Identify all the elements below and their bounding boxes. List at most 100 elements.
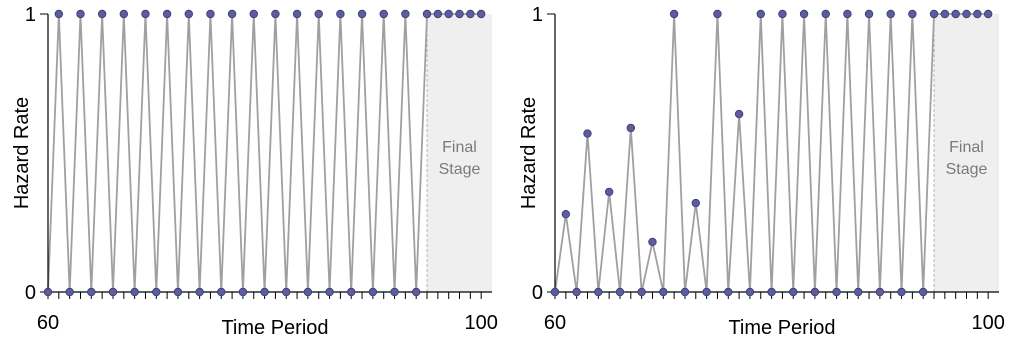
data-point bbox=[368, 287, 378, 297]
y-tick-label: 0 bbox=[532, 282, 543, 304]
data-point bbox=[119, 9, 129, 19]
data-point bbox=[897, 287, 906, 297]
data-point bbox=[97, 9, 107, 19]
data-point bbox=[54, 9, 64, 19]
data-point bbox=[476, 9, 486, 19]
data-point bbox=[929, 9, 939, 19]
data-point bbox=[810, 287, 820, 297]
data-point bbox=[184, 9, 193, 19]
data-point bbox=[691, 198, 700, 208]
data-point bbox=[745, 287, 755, 297]
data-point bbox=[249, 9, 258, 19]
series-line bbox=[47, 13, 482, 293]
hazard-chart-right: Final Stage 0 1 60 100 Time Period Hazard Rate bbox=[518, 4, 1005, 339]
data-point bbox=[951, 9, 960, 19]
x-axis-label: Time Period bbox=[221, 317, 328, 339]
data-point bbox=[550, 287, 560, 297]
y-axis-label: Hazard Rate bbox=[11, 97, 33, 209]
data-point bbox=[583, 129, 592, 138]
data-point bbox=[767, 287, 776, 297]
data-point bbox=[466, 9, 475, 19]
data-point bbox=[561, 209, 571, 219]
data-point bbox=[130, 287, 139, 297]
data-point bbox=[713, 9, 722, 19]
data-point bbox=[379, 9, 388, 19]
x-tick-label: 100 bbox=[464, 312, 497, 334]
final-stage-region bbox=[427, 14, 492, 292]
data-point bbox=[401, 9, 410, 19]
data-point bbox=[282, 287, 291, 297]
data-point bbox=[756, 9, 765, 19]
y-tick-label: 1 bbox=[532, 4, 543, 26]
data-point bbox=[238, 287, 248, 297]
data-point bbox=[411, 287, 421, 297]
data-point bbox=[76, 9, 85, 19]
x-tick-label: 60 bbox=[37, 312, 59, 334]
data-point bbox=[864, 9, 874, 19]
data-point bbox=[615, 287, 625, 297]
data-point bbox=[648, 237, 657, 247]
data-point bbox=[799, 9, 809, 19]
data-point bbox=[940, 9, 950, 19]
data-point bbox=[789, 287, 798, 297]
data-point bbox=[206, 9, 215, 19]
data-point bbox=[854, 287, 863, 297]
y-axis-label: Hazard Rate bbox=[518, 97, 540, 209]
data-point bbox=[444, 9, 453, 19]
data-point bbox=[162, 9, 172, 19]
data-point bbox=[659, 287, 668, 297]
data-point bbox=[195, 287, 204, 297]
data-point bbox=[43, 287, 53, 297]
data-point bbox=[152, 287, 161, 297]
data-point bbox=[983, 9, 993, 19]
x-tick-label: 100 bbox=[971, 312, 1004, 334]
data-point bbox=[886, 9, 895, 19]
data-point bbox=[87, 287, 96, 297]
data-point bbox=[908, 9, 917, 19]
data-point bbox=[260, 287, 269, 297]
data-point bbox=[314, 9, 323, 19]
data-point bbox=[217, 287, 226, 297]
data-point bbox=[141, 9, 150, 19]
data-point bbox=[594, 287, 603, 297]
y-tick-label: 1 bbox=[25, 4, 36, 26]
data-point bbox=[778, 9, 787, 19]
data-point bbox=[680, 287, 690, 297]
final-stage-label: Final bbox=[949, 139, 984, 156]
data-point bbox=[292, 9, 302, 19]
x-axis-label: Time Period bbox=[728, 317, 835, 339]
data-point bbox=[637, 287, 646, 297]
y-tick-label: 0 bbox=[25, 282, 36, 304]
hazard-chart-left: Final Stage 0 1 60 100 Time Period Hazard Rate bbox=[11, 4, 498, 339]
series-line bbox=[554, 13, 989, 293]
data-point bbox=[422, 9, 432, 19]
data-point bbox=[357, 9, 367, 19]
x-tick-label: 60 bbox=[544, 312, 566, 334]
data-point bbox=[875, 287, 885, 297]
final-stage-label: Final bbox=[442, 139, 477, 156]
data-point bbox=[347, 287, 356, 297]
data-point bbox=[918, 287, 928, 297]
data-point bbox=[843, 9, 852, 19]
data-point bbox=[108, 287, 118, 297]
data-point bbox=[433, 9, 443, 19]
data-point bbox=[325, 287, 334, 297]
data-point bbox=[832, 287, 841, 297]
data-point bbox=[702, 287, 711, 297]
data-point bbox=[604, 187, 614, 197]
data-point bbox=[455, 9, 464, 19]
final-stage-label: Stage bbox=[439, 161, 481, 178]
data-point bbox=[973, 9, 982, 19]
data-point bbox=[173, 287, 183, 297]
data-point bbox=[734, 109, 744, 119]
data-point bbox=[669, 9, 679, 19]
data-point bbox=[227, 9, 237, 19]
data-point bbox=[572, 287, 581, 297]
data-point bbox=[821, 9, 830, 19]
data-point bbox=[390, 287, 399, 297]
data-point bbox=[65, 287, 74, 297]
data-point bbox=[962, 9, 971, 19]
data-point bbox=[626, 123, 636, 133]
data-point bbox=[336, 9, 345, 19]
